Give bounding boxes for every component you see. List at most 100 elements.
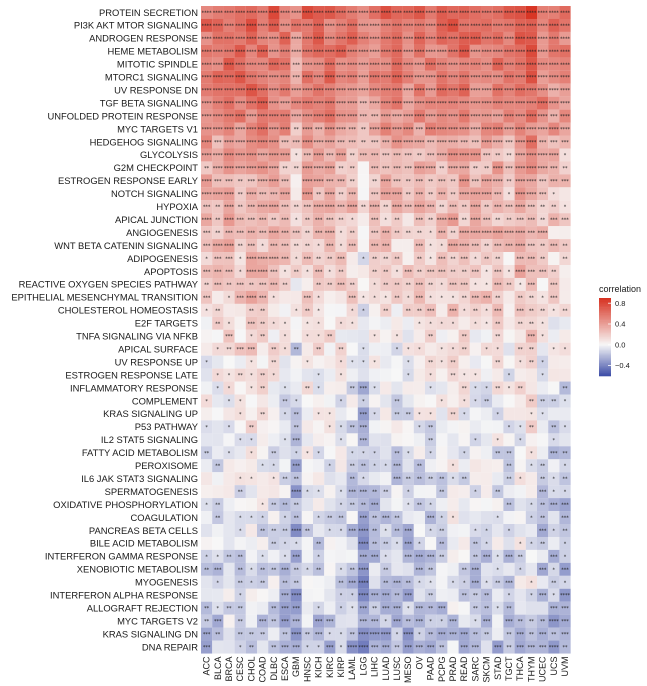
heatmap-cell	[324, 96, 336, 110]
significance-mark: ****	[459, 231, 470, 237]
heatmap-cell	[469, 57, 482, 71]
significance-mark: *	[564, 541, 567, 547]
heatmap-cell	[436, 446, 448, 460]
significance-mark: ****	[280, 101, 291, 107]
significance-mark: *	[474, 490, 477, 496]
significance-mark: **	[227, 282, 233, 288]
heatmap-cell	[234, 562, 246, 576]
heatmap-cell	[234, 213, 246, 227]
significance-mark: ***	[304, 153, 312, 159]
significance-mark: ***	[348, 244, 356, 250]
heatmap-cell	[268, 18, 280, 32]
significance-mark: **	[451, 373, 457, 379]
significance-mark: ****	[246, 75, 257, 81]
heatmap-cell	[402, 200, 414, 214]
significance-mark: **	[563, 645, 569, 651]
heatmap-cell	[380, 524, 392, 537]
heatmap-cell	[537, 226, 549, 240]
heatmap-cell	[436, 627, 448, 641]
significance-mark: ***	[348, 140, 356, 146]
heatmap-cell	[245, 368, 258, 382]
heatmap-cells	[201, 6, 571, 654]
heatmap-cell	[481, 109, 493, 123]
heatmap-cell	[346, 407, 358, 421]
heatmap-cell	[257, 498, 269, 512]
heatmap-cell	[391, 290, 403, 304]
significance-mark: **	[439, 554, 445, 560]
heatmap-cell	[335, 200, 347, 214]
heatmap-cell	[447, 200, 459, 214]
significance-mark: ***	[360, 412, 368, 418]
heatmap-cell	[346, 381, 358, 395]
heatmap-cell	[458, 122, 470, 136]
heatmap-cell	[245, 290, 258, 304]
significance-mark: ****	[549, 49, 560, 55]
heatmap-cell	[514, 549, 526, 563]
significance-mark: **	[395, 645, 401, 651]
heatmap-cell	[514, 627, 526, 641]
heatmap-cell	[391, 575, 403, 589]
significance-mark: *	[284, 554, 287, 560]
significance-mark: *	[261, 503, 264, 509]
significance-mark: ***	[292, 75, 300, 81]
heatmap-cell	[346, 549, 358, 563]
significance-mark: ****	[370, 10, 381, 16]
significance-mark: **	[417, 308, 423, 314]
heatmap-cell	[469, 200, 482, 214]
significance-mark: ****	[314, 205, 325, 211]
significance-mark: ****	[448, 23, 459, 29]
significance-mark: *	[396, 347, 399, 353]
heatmap-cell	[458, 407, 470, 421]
heatmap-cell	[290, 303, 302, 317]
heatmap-cell	[279, 31, 291, 45]
heatmap-cell	[212, 394, 224, 408]
heatmap-cell	[313, 265, 325, 278]
significance-mark: ***	[404, 541, 412, 547]
significance-mark: **	[327, 257, 333, 263]
heatmap-cell	[369, 265, 381, 278]
heatmap-cell	[335, 44, 347, 58]
heatmap-cell	[268, 57, 280, 71]
significance-mark: ****	[347, 49, 358, 55]
significance-mark: ****	[526, 166, 537, 172]
heatmap-cell	[234, 498, 246, 512]
heatmap-cell	[492, 446, 504, 460]
heatmap-cell	[346, 575, 358, 589]
significance-mark: ****	[381, 62, 392, 68]
heatmap-cell	[548, 420, 560, 434]
heatmap-cell	[357, 70, 370, 84]
heatmap-cell	[525, 355, 538, 369]
heatmap-cell	[447, 148, 459, 162]
significance-mark: *	[452, 347, 455, 353]
heatmap-cell	[436, 355, 448, 369]
heatmap-cell	[402, 303, 414, 317]
heatmap-cell	[357, 601, 370, 615]
significance-mark: ****	[235, 114, 246, 120]
heatmap-cell	[481, 200, 493, 214]
significance-mark: **	[551, 632, 557, 638]
heatmap-cell	[234, 265, 246, 278]
heatmap-cell	[257, 614, 269, 628]
significance-mark: **	[540, 205, 546, 211]
significance-mark: ****	[325, 205, 336, 211]
row-label: ALLOGRAFT REJECTION	[87, 602, 198, 613]
heatmap-cell	[201, 498, 213, 512]
significance-mark: ****	[448, 127, 459, 133]
heatmap-cell	[279, 226, 291, 240]
significance-mark: ****	[269, 23, 280, 29]
significance-mark: ****	[336, 101, 347, 107]
heatmap-cell	[380, 44, 392, 58]
significance-mark: ****	[291, 632, 302, 638]
significance-mark: ****	[392, 49, 403, 55]
heatmap-cell	[223, 174, 235, 188]
heatmap-cell	[357, 511, 370, 525]
heatmap-cell	[268, 459, 280, 473]
heatmap-cell	[234, 31, 246, 45]
significance-mark: ****	[482, 192, 493, 198]
heatmap-cell	[313, 459, 325, 473]
significance-mark: ***	[516, 218, 524, 224]
significance-mark: **	[439, 166, 445, 172]
heatmap-cell	[514, 601, 526, 615]
significance-mark: **	[339, 192, 345, 198]
heatmap-cell	[525, 161, 538, 175]
